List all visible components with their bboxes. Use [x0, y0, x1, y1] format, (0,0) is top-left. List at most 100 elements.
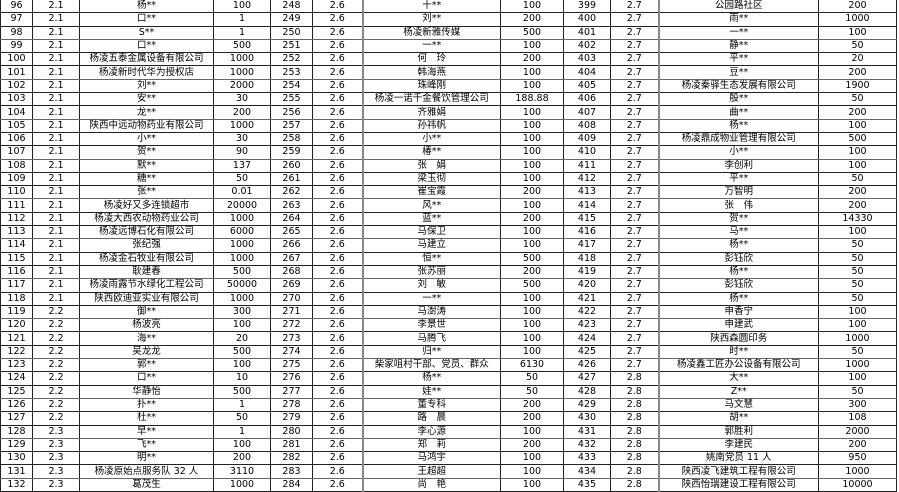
- table-row: 131 2.3 杨凌原始点服务队 32 人 3110 283 2.6 王超超 100 434 2.…: [0, 464, 897, 479]
- donor-name-cell: 口**: [79, 12, 214, 27]
- serial-number-cell: 249: [270, 12, 313, 27]
- date-cell: 2.6: [312, 451, 363, 466]
- date-cell: 2.1: [32, 238, 80, 253]
- donor-name-cell: 雨**: [657, 12, 819, 27]
- date-cell: 2.8: [610, 397, 659, 413]
- amount-cell: 30: [213, 92, 271, 107]
- table-row: 111 2.1 杨凌好又多连锁超市 20000 263 2.6 风** 100 414 2.7 张 …: [0, 198, 897, 213]
- serial-number-cell: 254: [270, 78, 313, 94]
- serial-number-cell: 260: [270, 158, 313, 173]
- amount-cell: 1000: [213, 118, 271, 133]
- date-cell: 2.8: [610, 464, 659, 479]
- serial-number-cell: 103: [0, 92, 33, 107]
- donor-name-cell: 一**: [361, 291, 501, 306]
- donor-name-cell: 归**: [361, 344, 501, 360]
- amount-cell: 50: [213, 171, 271, 187]
- amount-cell: 1000: [818, 358, 897, 373]
- serial-number-cell: 284: [270, 477, 313, 492]
- amount-cell: 108: [818, 411, 897, 426]
- amount-cell: 200: [818, 0, 897, 14]
- amount-cell: 50: [818, 278, 897, 293]
- serial-number-cell: 253: [270, 65, 313, 80]
- serial-number-cell: 431: [563, 424, 611, 439]
- table-row: 121 2.2 海** 20 273 2.6 马腾飞 100 424 2.7 陕西森圆印务 1000: [0, 331, 897, 346]
- date-cell: 2.7: [610, 358, 659, 373]
- date-cell: 2.7: [610, 0, 659, 14]
- serial-number-cell: 128: [0, 424, 33, 439]
- amount-cell: 6130: [500, 358, 564, 373]
- amount-cell: 100: [500, 78, 564, 94]
- serial-number-cell: 263: [270, 198, 313, 213]
- amount-cell: 100: [500, 131, 564, 147]
- serial-number-cell: 270: [270, 291, 313, 306]
- serial-number-cell: 415: [563, 211, 611, 227]
- table-row: 119 2.2 御** 300 271 2.6 马澍涛 100 422 2.7 申香宁 100: [0, 304, 897, 320]
- serial-number-cell: 275: [270, 358, 313, 373]
- date-cell: 2.6: [312, 291, 363, 306]
- date-cell: 2.6: [312, 211, 363, 227]
- date-cell: 2.1: [32, 118, 80, 133]
- amount-cell: 100: [818, 225, 897, 240]
- date-cell: 2.2: [32, 344, 80, 360]
- date-cell: 2.6: [312, 131, 363, 147]
- date-cell: 2.1: [32, 38, 80, 54]
- amount-cell: 200: [213, 105, 271, 120]
- serial-number-cell: 413: [563, 185, 611, 200]
- donor-name-cell: 娃**: [361, 384, 501, 399]
- amount-cell: 50: [818, 291, 897, 306]
- amount-cell: 100: [500, 0, 564, 14]
- amount-cell: 200: [818, 65, 897, 80]
- table-row: 123 2.2 郭** 100 275 2.6 柴家咀村干部、党员、群众 6130 426 2.7…: [0, 358, 897, 373]
- table-row: 107 2.1 贺** 90 259 2.6 椿** 100 410 2.7 小** 100: [0, 145, 897, 160]
- serial-number-cell: 268: [270, 264, 313, 280]
- donor-name-cell: 马保卫: [361, 225, 501, 240]
- donor-name-cell: 陕西中远动物药业有限公司: [79, 118, 214, 133]
- amount-cell: 50: [500, 371, 564, 386]
- amount-cell: 100: [500, 318, 564, 333]
- amount-cell: 100: [818, 318, 897, 333]
- amount-cell: 100: [500, 145, 564, 160]
- date-cell: 2.8: [610, 411, 659, 426]
- date-cell: 2.7: [610, 131, 659, 147]
- date-cell: 2.6: [312, 25, 363, 40]
- serial-number-cell: 422: [563, 304, 611, 320]
- table-row: 108 2.1 默** 137 260 2.6 张 娟 100 411 2.7 李创利 100: [0, 158, 897, 173]
- amount-cell: 200: [500, 437, 564, 453]
- amount-cell: 2000: [213, 78, 271, 94]
- amount-cell: 137: [213, 158, 271, 173]
- serial-number-cell: 409: [563, 131, 611, 147]
- amount-cell: 1: [213, 397, 271, 413]
- date-cell: 2.2: [32, 358, 80, 373]
- donor-name-cell: 张**: [79, 185, 214, 200]
- donor-name-cell: 珠峰刚: [361, 78, 501, 94]
- amount-cell: 2000: [818, 424, 897, 439]
- date-cell: 2.7: [610, 171, 659, 187]
- amount-cell: 6000: [213, 225, 271, 240]
- amount-cell: 100: [500, 424, 564, 439]
- donor-name-cell: 马**: [657, 225, 819, 240]
- serial-number-cell: 110: [0, 185, 33, 200]
- serial-number-cell: 129: [0, 437, 33, 453]
- serial-number-cell: 419: [563, 264, 611, 280]
- table-row: 122 2.2 吴龙龙 500 274 2.6 归** 100 425 2.7 时** 50: [0, 344, 897, 360]
- donor-name-cell: 小**: [657, 145, 819, 160]
- serial-number-cell: 424: [563, 331, 611, 346]
- amount-cell: 100: [500, 198, 564, 213]
- date-cell: 2.1: [32, 12, 80, 27]
- date-cell: 2.6: [312, 52, 363, 67]
- amount-cell: 100: [818, 145, 897, 160]
- donor-name-cell: 郭**: [79, 358, 214, 373]
- date-cell: 2.2: [32, 331, 80, 346]
- serial-number-cell: 278: [270, 397, 313, 413]
- amount-cell: 500: [818, 131, 897, 147]
- date-cell: 2.6: [312, 278, 363, 293]
- serial-number-cell: 408: [563, 118, 611, 133]
- serial-number-cell: 107: [0, 145, 33, 160]
- donor-name-cell: 口**: [79, 38, 214, 54]
- amount-cell: 50: [500, 384, 564, 399]
- date-cell: 2.6: [312, 251, 363, 266]
- serial-number-cell: 283: [270, 464, 313, 479]
- date-cell: 2.2: [32, 318, 80, 333]
- donor-name-cell: 彭钰欣: [657, 278, 819, 293]
